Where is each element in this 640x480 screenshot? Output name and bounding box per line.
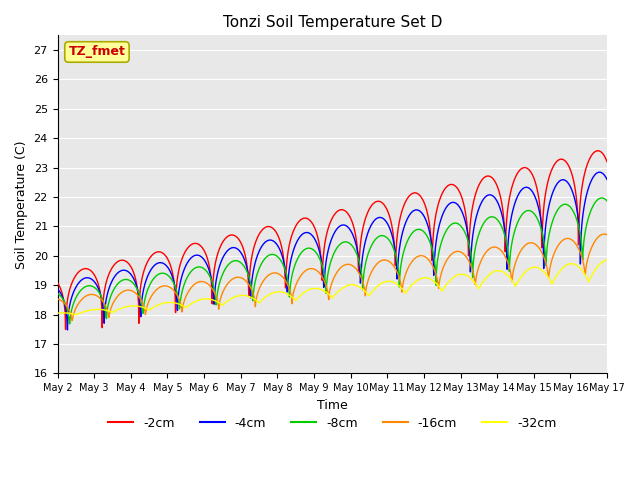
Text: TZ_fmet: TZ_fmet: [68, 46, 125, 59]
X-axis label: Time: Time: [317, 398, 348, 412]
Legend: -2cm, -4cm, -8cm, -16cm, -32cm: -2cm, -4cm, -8cm, -16cm, -32cm: [103, 412, 561, 435]
Y-axis label: Soil Temperature (C): Soil Temperature (C): [15, 140, 28, 269]
Title: Tonzi Soil Temperature Set D: Tonzi Soil Temperature Set D: [223, 15, 442, 30]
